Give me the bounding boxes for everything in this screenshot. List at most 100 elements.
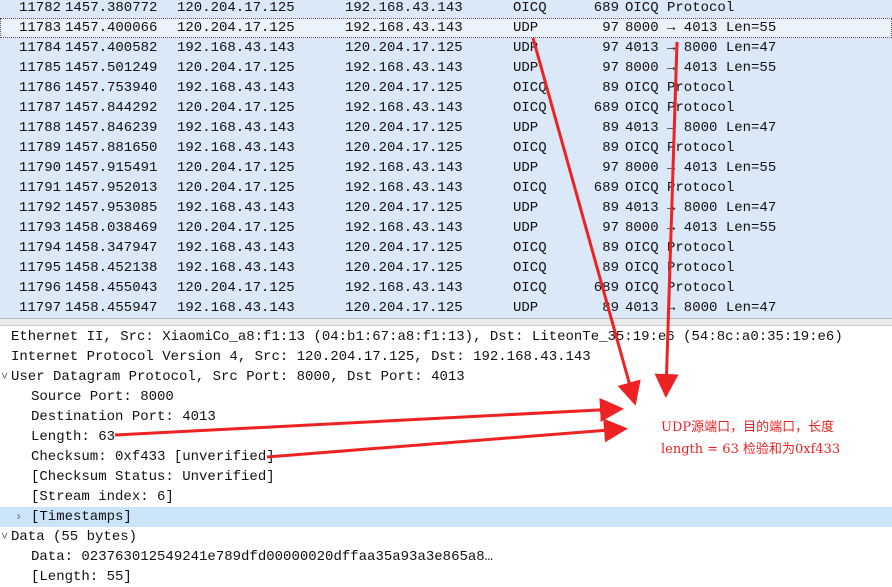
packet-cell: OICQ Protocol xyxy=(625,140,735,156)
detail-line[interactable]: Data: 023763012549241e789dfd00000020dffa… xyxy=(0,547,892,567)
detail-line[interactable]: Length: 63 xyxy=(0,427,892,447)
packet-cell: 120.204.17.125 xyxy=(345,200,463,216)
packet-cell: UDP xyxy=(513,120,539,136)
packet-cell: 11784 xyxy=(18,40,61,56)
packet-cell: 192.168.43.143 xyxy=(177,80,295,96)
packet-cell: 1457.400582 xyxy=(65,40,158,56)
packet-cell: 120.204.17.125 xyxy=(177,160,295,176)
packet-cell: 120.204.17.125 xyxy=(177,60,295,76)
packet-cell: 11794 xyxy=(18,240,61,256)
packet-cell: 192.168.43.143 xyxy=(345,20,463,36)
packet-cell: OICQ Protocol xyxy=(625,240,735,256)
packet-cell: 192.168.43.143 xyxy=(177,120,295,136)
packet-cell: 11791 xyxy=(18,180,61,196)
packet-cell: 11786 xyxy=(18,80,61,96)
packet-cell: 89 xyxy=(602,80,619,96)
packet-cell: 89 xyxy=(602,120,619,136)
detail-line[interactable]: ˅ User Datagram Protocol, Src Port: 8000,… xyxy=(0,367,892,387)
packet-cell: 1457.380772 xyxy=(65,0,158,16)
detail-line[interactable]: Internet Protocol Version 4, Src: 120.20… xyxy=(0,347,892,367)
detail-line[interactable]: ˅ Data (55 bytes) xyxy=(0,527,892,547)
arrow xyxy=(114,397,624,437)
packet-cell: 1457.952013 xyxy=(65,180,158,196)
detail-text: Length: 63 xyxy=(31,429,116,445)
packet-row[interactable]: 11792 1457.953085 192.168.43.143 120.204.17… xyxy=(0,198,892,218)
detail-text: Checksum: 0xf433 [unverified] xyxy=(31,449,275,465)
detail-text: [Stream index: 6] xyxy=(31,489,174,505)
packet-cell: 192.168.43.143 xyxy=(345,160,463,176)
packet-cell: 11785 xyxy=(18,60,61,76)
detail-line[interactable]: [Length: 55] xyxy=(0,567,892,587)
packet-cell: OICQ xyxy=(513,0,547,16)
packet-cell: 11787 xyxy=(18,100,61,116)
packet-row[interactable]: 11789 1457.881650 192.168.43.143 120.204.17… xyxy=(0,138,892,158)
packet-cell: UDP xyxy=(513,220,539,236)
packet-cell: 689 xyxy=(593,100,619,116)
pane-separator xyxy=(0,318,892,326)
packet-cell: 97 xyxy=(602,20,619,36)
packet-cell: OICQ Protocol xyxy=(625,0,735,16)
arrow xyxy=(531,37,641,406)
detail-line[interactable]: [Checksum Status: Unverified] xyxy=(0,467,892,487)
packet-cell: 192.168.43.143 xyxy=(177,300,295,316)
packet-cell: 8000 → 4013 Len=55 xyxy=(625,60,777,76)
packet-cell: OICQ xyxy=(513,180,547,196)
packet-cell: 1457.501249 xyxy=(65,60,158,76)
detail-line[interactable]: Source Port: 8000 xyxy=(0,387,892,407)
packet-cell: 192.168.43.143 xyxy=(345,0,463,16)
expander: › xyxy=(15,510,23,524)
packet-cell: 192.168.43.143 xyxy=(345,100,463,116)
packet-cell: UDP xyxy=(513,300,539,316)
packet-row[interactable]: 11786 1457.753940 192.168.43.143 120.204.17… xyxy=(0,78,892,98)
packet-row[interactable]: 11787 1457.844292 120.204.17.125 192.168.43… xyxy=(0,98,892,118)
packet-row[interactable]: 11782 1457.380772 120.204.17.125 192.168.43… xyxy=(0,0,892,18)
packet-cell: 120.204.17.125 xyxy=(345,140,463,156)
packet-cell: 11789 xyxy=(18,140,61,156)
detail-text: Source Port: 8000 xyxy=(31,389,174,405)
detail-line[interactable]: Destination Port: 4013 xyxy=(0,407,892,427)
detail-text: Internet Protocol Version 4, Src: 120.20… xyxy=(11,349,591,365)
packet-cell: 192.168.43.143 xyxy=(345,280,463,296)
packet-cell: 192.168.43.143 xyxy=(177,240,295,256)
packet-cell: 120.204.17.125 xyxy=(177,220,295,236)
detail-line[interactable]: [Stream index: 6] xyxy=(0,487,892,507)
packet-row[interactable]: 11791 1457.952013 120.204.17.125 192.168.43… xyxy=(0,178,892,198)
packet-cell: 8000 → 4013 Len=55 xyxy=(625,160,777,176)
packet-cell: 192.168.43.143 xyxy=(177,200,295,216)
packet-cell: 97 xyxy=(602,60,619,76)
packet-cell: 192.168.43.143 xyxy=(177,40,295,56)
packet-cell: 120.204.17.125 xyxy=(345,40,463,56)
detail-text: Destination Port: 4013 xyxy=(31,409,216,425)
detail-text: [Timestamps] xyxy=(31,509,132,525)
arrow xyxy=(266,418,628,459)
packet-cell: 1458.452138 xyxy=(65,260,158,276)
detail-line[interactable]: Ethernet II, Src: XiaomiCo_a8:f1:13 (04:… xyxy=(0,327,892,347)
packet-row[interactable]: 11784 1457.400582 192.168.43.143 120.204.17… xyxy=(0,38,892,58)
packet-cell: 11795 xyxy=(18,260,61,276)
packet-row[interactable]: 11785 1457.501249 120.204.17.125 192.168.43… xyxy=(0,58,892,78)
packet-cell: 1458.455947 xyxy=(65,300,158,316)
packet-cell: 120.204.17.125 xyxy=(177,20,295,36)
packet-row[interactable]: 11790 1457.915491 120.204.17.125 192.168.43… xyxy=(0,158,892,178)
packet-cell: 120.204.17.125 xyxy=(345,120,463,136)
detail-text: Data (55 bytes) xyxy=(11,529,138,545)
packet-row[interactable]: 11788 1457.846239 192.168.43.143 120.204.17… xyxy=(0,118,892,138)
packet-cell: UDP xyxy=(513,20,539,36)
packet-row[interactable]: 11793 1458.038469 120.204.17.125 192.168.43… xyxy=(0,218,892,238)
detail-line[interactable]: › [Timestamps] xyxy=(0,507,892,527)
expander: ˅ xyxy=(1,530,9,544)
packet-cell: 120.204.17.125 xyxy=(177,280,295,296)
packet-cell: 1457.915491 xyxy=(65,160,158,176)
packet-row[interactable]: 11783 1457.400066 120.204.17.125 192.168.43… xyxy=(0,18,892,38)
packet-cell: OICQ xyxy=(513,280,547,296)
packet-cell: 97 xyxy=(602,160,619,176)
packet-cell: OICQ xyxy=(513,260,547,276)
packet-cell: 4013 → 8000 Len=47 xyxy=(625,300,777,316)
packet-cell: 11783 xyxy=(18,20,61,36)
detail-line[interactable]: Checksum: 0xf433 [unverified] xyxy=(0,447,892,467)
packet-cell: 11797 xyxy=(18,300,61,316)
packet-cell: 1457.846239 xyxy=(65,120,158,136)
packet-cell: 11796 xyxy=(18,280,61,296)
packet-cell: OICQ Protocol xyxy=(625,280,735,296)
